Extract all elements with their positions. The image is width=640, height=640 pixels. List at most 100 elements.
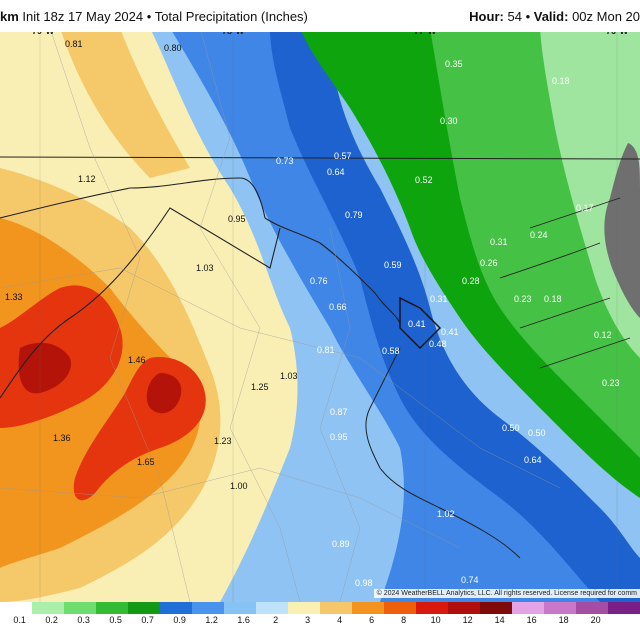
precip-value-label: 0.50 [528,428,546,438]
potomac-river [264,217,401,324]
legend-tick-label: 6 [369,615,375,625]
legend-tick-label: 20 [590,615,601,625]
precip-value-label: 0.80 [164,43,182,53]
precip-value-label: 1.00 [230,481,248,491]
legend-tick-label: 0.1 [13,615,26,625]
dc-border [399,296,441,349]
green-light-zone [540,28,640,358]
precip-value-label: 0.95 [228,214,246,224]
valid-label: Valid: [533,8,569,24]
precip-value-label: 0.41 [441,327,459,337]
precip-value-label: 0.98 [355,578,373,588]
precip-value-label: 0.59 [384,260,402,270]
precip-value-label: 1.23 [214,436,232,446]
dark-red-core-west [18,342,71,394]
legend-ticks: 0.1 0.2 0.3 0.5 0.7 0.9 1.2 1.6 2 3 4 6 8 10 12 14 16 18 2… [0,615,640,629]
precip-value-label: 0.89 [332,539,350,549]
legend-swatch [288,602,321,614]
legend-swatch [544,602,577,614]
gray-zone [604,143,640,318]
legend-tick-label: 1.6 [237,615,250,625]
precip-value-label: 0.81 [65,39,83,49]
county-lines [0,28,561,602]
valid-value: 00z Mon 20 [572,8,640,24]
legend-tick-label: 0.5 [109,615,122,625]
precip-value-label: 1.25 [251,382,269,392]
legend-swatch [384,602,417,614]
longitude-label: 79°W [32,28,55,36]
precip-value-label: 0.48 [429,339,447,349]
precip-value-label: 0.41 [408,319,426,329]
precip-value-label: 0.81 [317,345,335,355]
map-canvas: 79°W 78°W 77°W 76°W 0.81 0.80 0.35 0.18 0.30 1.1… [0,28,640,602]
legend-tick-label: 12 [462,615,473,625]
header-right: Hour: 54 • Valid: 00z Mon 20 [469,9,640,24]
precip-value-label: 0.23 [602,378,620,388]
longitude-label: 76°W [606,28,629,36]
legend-swatch [160,602,193,614]
legend-swatch [320,602,353,614]
precip-value-label: 0.57 [334,151,352,161]
precip-value-label: 1.33 [5,292,23,302]
precip-value-label: 0.95 [330,432,348,442]
precip-value-label: 0.64 [524,455,542,465]
legend-tick-label: 16 [526,615,537,625]
legend-swatch [608,602,640,614]
legend-swatch [96,602,129,614]
precipitation-map: 79°W 78°W 77°W 76°W 0.81 0.80 0.35 0.18 0.30 1.1… [0,28,640,602]
blue-dark-zone [270,28,640,602]
longitude-label: 77°W [414,28,437,36]
legend-swatch [512,602,545,614]
precip-value-label: 1.46 [128,355,146,365]
legend-swatch [224,602,257,614]
precip-value-label: 0.31 [430,294,448,304]
legend-swatch [128,602,161,614]
border-north [0,177,266,219]
header-separator: • [146,8,152,24]
precip-value-label: 0.66 [329,302,347,312]
legend-swatch [576,602,609,614]
header-left: km Init 18z 17 May 2024 • Total Precipit… [0,9,308,24]
legend-swatch [64,602,97,614]
precip-value-label: 0.31 [490,237,508,247]
precip-value-label: 0.74 [461,575,479,585]
legend-swatch [192,602,225,614]
product-name: Total Precipitation (Inches) [154,8,308,24]
map-header: km Init 18z 17 May 2024 • Total Precipit… [0,0,640,32]
legend-swatch [448,602,481,614]
precip-value-label: 1.03 [280,371,298,381]
hour-value: 54 [507,8,522,24]
precip-value-label: 1.36 [53,433,71,443]
longitude-labels: 79°W 78°W 77°W 76°W [32,28,629,36]
orange-light-band-north [60,28,190,178]
hour-label: Hour: [469,8,504,24]
legend-tick-label: 0.3 [77,615,90,625]
legend-color-bar [0,602,640,614]
precip-value-label: 0.76 [310,276,328,286]
precip-value-label: 0.30 [440,116,458,126]
precip-value-label: 0.35 [445,59,463,69]
state-border-line [0,156,640,160]
legend-swatch [0,602,33,614]
river-south [365,347,521,559]
precip-value-label: 0.73 [276,156,294,166]
precip-value-label: 0.79 [345,210,363,220]
precip-value-label: 0.24 [530,230,548,240]
legend-tick-label: 8 [401,615,407,625]
legend-tick-label: 14 [494,615,505,625]
legend-tick-label: 1.2 [205,615,218,625]
legend-tick-label: 0.7 [141,615,154,625]
precip-value-label: 0.58 [382,346,400,356]
longitude-label: 78°W [222,28,245,36]
precip-value-label: 1.02 [437,509,455,519]
bay-outlines [499,197,631,369]
border-west [0,207,281,399]
precip-value-label: 1.12 [78,174,96,184]
model-name: km [0,8,19,24]
legend-tick-label: 3 [305,615,311,625]
precip-value-label: 0.28 [462,276,480,286]
copyright-notice: © 2024 WeatherBELL Analytics, LLC. All r… [373,589,640,598]
precip-value-label: 1.65 [137,457,155,467]
legend-tick-label: 0.9 [173,615,186,625]
